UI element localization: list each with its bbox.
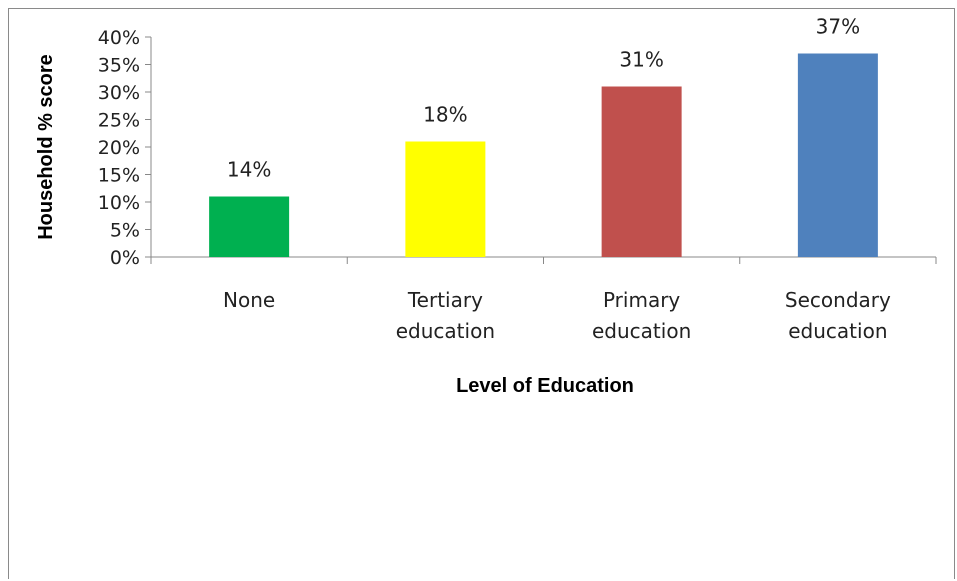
- x-axis: None Tertiary education Primary education Sec…: [150, 256, 937, 343]
- data-label: 18%: [423, 103, 467, 127]
- y-axis-title: Household % score: [35, 54, 57, 240]
- data-labels: 14% 18% 31% 37%: [227, 15, 860, 182]
- data-label: 14%: [227, 158, 271, 182]
- y-tick-label: 20%: [98, 137, 140, 159]
- data-label: 37%: [816, 15, 860, 39]
- x-tick-label: Primary education: [592, 288, 691, 343]
- bar: [209, 196, 290, 257]
- x-tick-label: Tertiary education: [396, 288, 495, 343]
- bar: [405, 141, 486, 257]
- y-tick-label: 15%: [98, 165, 140, 187]
- x-axis-title: Level of Education: [456, 375, 634, 397]
- data-label: 31%: [619, 48, 663, 72]
- y-tick-label: 25%: [98, 110, 140, 132]
- x-tick-label: None: [223, 288, 275, 312]
- bar: [797, 53, 878, 257]
- bar: [601, 86, 682, 257]
- y-tick-label: 35%: [98, 55, 140, 77]
- y-tick-label: 0%: [110, 247, 140, 269]
- bars: [209, 53, 878, 257]
- chart-frame: [8, 8, 955, 579]
- y-axis: 0% 5% 10% 15% 20% 25% 30% 35% 40%: [98, 27, 152, 269]
- y-tick-label: 40%: [98, 27, 140, 49]
- y-tick-label: 5%: [110, 220, 140, 242]
- y-tick-label: 10%: [98, 192, 140, 214]
- y-tick-label: 30%: [98, 82, 140, 104]
- x-tick-label: Secondary education: [785, 288, 891, 343]
